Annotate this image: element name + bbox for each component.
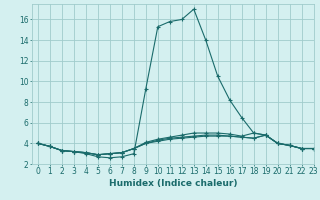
X-axis label: Humidex (Indice chaleur): Humidex (Indice chaleur)	[108, 179, 237, 188]
